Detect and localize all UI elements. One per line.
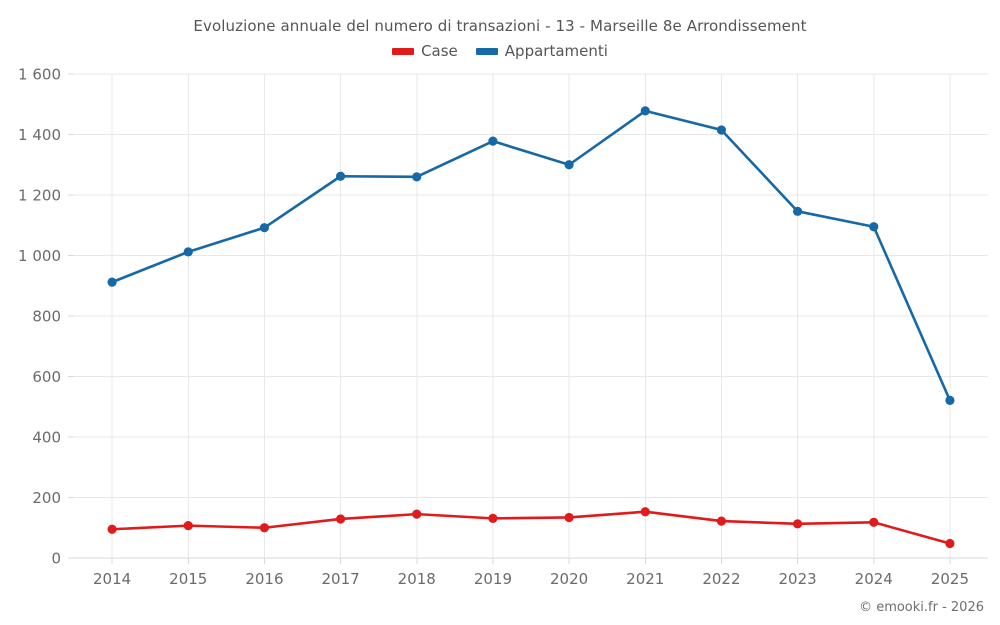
series-line-case <box>110 510 952 545</box>
y-axis-tick-label: 400 <box>32 429 61 447</box>
data-point[interactable] <box>869 517 879 527</box>
data-point[interactable] <box>716 516 727 526</box>
series-line-appartamenti <box>110 109 952 402</box>
y-axis-tick-label: 1 400 <box>18 126 61 144</box>
legend-swatch-appartamenti <box>475 48 498 55</box>
x-axis-tick-label: 2016 <box>245 570 283 588</box>
data-point[interactable] <box>412 509 422 519</box>
y-axis-tick-label: 1 000 <box>18 247 61 265</box>
legend-item-appartamenti[interactable]: Appartamenti <box>475 42 608 60</box>
x-axis-tick-label: 2024 <box>855 570 893 588</box>
data-point[interactable] <box>107 277 117 287</box>
legend-item-case[interactable]: Case <box>392 44 458 59</box>
y-axis-tick-label: 600 <box>32 368 61 386</box>
x-axis-tick-label: 2025 <box>931 570 969 588</box>
legend-label-appartamenti: Appartamenti <box>504 42 608 60</box>
data-point[interactable] <box>792 519 803 529</box>
data-point[interactable] <box>792 206 803 216</box>
data-point[interactable] <box>335 171 346 181</box>
y-axis-tick-label: 800 <box>32 308 61 326</box>
x-axis-tick-label: 2019 <box>474 570 512 588</box>
x-axis-tick-label: 2020 <box>550 570 588 588</box>
data-point[interactable] <box>564 160 574 170</box>
y-axis-tick-label: 0 <box>51 550 61 568</box>
x-axis-tick-label: 2022 <box>702 570 740 588</box>
x-axis-tick-label: 2018 <box>398 570 436 588</box>
data-point[interactable] <box>869 222 879 232</box>
y-axis-tick-label: 1 600 <box>18 66 61 84</box>
data-point[interactable] <box>412 172 422 182</box>
x-axis-tick-label: 2015 <box>169 570 207 588</box>
x-axis-tick-label: 2023 <box>778 570 816 588</box>
y-axis-tick-label: 200 <box>32 489 61 507</box>
data-point[interactable] <box>335 514 346 524</box>
y-axis-tick-label: 1 200 <box>18 187 61 205</box>
x-axis-tick-label: 2021 <box>626 570 664 588</box>
data-point[interactable] <box>107 524 117 534</box>
footer-credit: © emooki.fr - 2026 <box>859 600 984 615</box>
data-point[interactable] <box>183 521 193 531</box>
data-point[interactable] <box>259 223 270 233</box>
data-point[interactable] <box>259 523 270 533</box>
data-point[interactable] <box>183 247 193 257</box>
data-point[interactable] <box>640 507 650 517</box>
x-axis-tick-label: 2014 <box>93 570 131 588</box>
legend-label-case: Case <box>421 42 458 60</box>
data-point[interactable] <box>716 125 727 135</box>
data-point[interactable] <box>564 512 574 523</box>
x-axis-tick-label: 2017 <box>321 570 359 588</box>
data-point[interactable] <box>488 513 498 523</box>
legend-swatch-case <box>392 48 415 55</box>
data-point[interactable] <box>488 136 498 146</box>
data-point[interactable] <box>945 538 955 549</box>
chart-legend: Case Appartamenti <box>0 44 1000 59</box>
data-point[interactable] <box>640 106 650 116</box>
data-point[interactable] <box>945 395 955 405</box>
chart-title: Evoluzione annuale del numero di transaz… <box>193 17 807 35</box>
